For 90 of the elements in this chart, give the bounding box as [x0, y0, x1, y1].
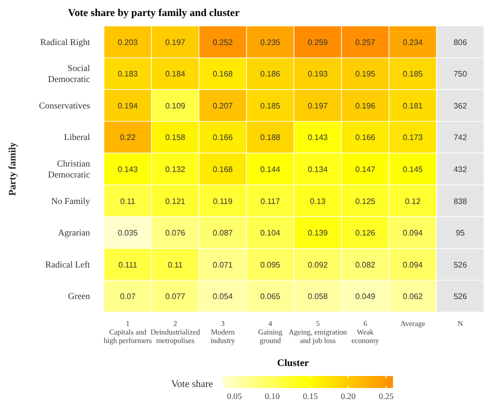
y-tick-label: Radical Right: [40, 36, 90, 47]
data-label: 0.125: [355, 196, 376, 206]
text: 838: [454, 196, 467, 206]
y-tick-label: Green: [68, 291, 90, 302]
data-label: 0.109: [165, 101, 186, 110]
data-label: 0.111: [118, 260, 138, 270]
data-label: 0.173: [402, 133, 424, 142]
data-label: 0.11: [168, 260, 184, 270]
data-label: 0.195: [355, 70, 376, 79]
data-label: 0.094: [402, 228, 424, 238]
data-label: 0.147: [355, 165, 376, 174]
data-label: 0.117: [260, 196, 281, 206]
y-tick-label: No Family: [51, 196, 90, 206]
text: 526: [454, 260, 467, 270]
text: 750: [454, 70, 467, 79]
text: 432: [454, 165, 467, 174]
y-tick-label: Liberal: [64, 132, 90, 142]
y-tick-label: Conservatives: [39, 100, 90, 110]
y-tick-label: Christian Democratic: [48, 158, 90, 180]
data-label: 0.207: [212, 101, 234, 110]
data-label: 0.087: [212, 228, 234, 238]
data-label: 0.183: [118, 70, 138, 79]
data-label: 0.076: [165, 228, 186, 238]
color-bar-label: 0.15: [302, 391, 318, 401]
color-bar-label: 0.05: [226, 391, 242, 401]
data-label: 0.158: [165, 133, 186, 142]
data-label: 0.139: [308, 228, 328, 238]
data-label: 0.12: [404, 196, 422, 206]
data-label: 0.092: [308, 260, 328, 270]
x-axis-title: Cluster: [276, 358, 310, 371]
data-label: 0.077: [165, 292, 186, 302]
data-label: 0.145: [402, 165, 424, 174]
data-label: 0.119: [213, 196, 234, 206]
data-label: 0.196: [355, 101, 376, 110]
data-label: 0.049: [355, 292, 376, 302]
y-tick-label: Social Democratic: [48, 63, 90, 84]
y-tick-label: Agrarian: [58, 228, 90, 238]
data-label: 0.095: [260, 260, 281, 270]
text: 806: [454, 38, 467, 47]
data-label: 0.062: [402, 292, 424, 302]
data-label: 0.143: [118, 165, 138, 174]
data-label: 0.11: [120, 196, 136, 206]
data-label: 0.193: [308, 70, 328, 79]
data-label: 0.185: [402, 70, 424, 79]
text: 526: [454, 292, 467, 302]
data-label: 0.134: [308, 165, 328, 174]
color-bar-title: Vote share: [171, 379, 214, 390]
data-label: 0.181: [402, 101, 424, 110]
data-label: 0.194: [118, 101, 138, 110]
data-label: 0.071: [212, 260, 234, 270]
y-axis-title: Party family: [8, 142, 19, 196]
color-bar-label: 0.20: [340, 391, 356, 401]
data-label: 0.185: [260, 101, 281, 110]
text: 95: [456, 228, 465, 238]
data-label: 0.13: [310, 196, 326, 206]
data-label: 0.082: [355, 260, 376, 270]
data-label: 0.234: [402, 38, 424, 47]
data-label: 0.094: [402, 260, 424, 270]
y-tick-label: Radical Left: [45, 259, 90, 270]
data-label: 0.22: [120, 133, 136, 142]
data-label: 0.104: [260, 228, 281, 238]
data-label: 0.168: [212, 70, 234, 79]
data-label: 0.188: [260, 133, 281, 142]
data-label: 0.144: [260, 165, 281, 174]
data-label: 0.132: [165, 165, 186, 174]
data-label: 0.065: [260, 292, 281, 302]
data-label: 0.197: [308, 101, 328, 110]
data-label: 0.058: [308, 292, 328, 302]
data-label: 0.143: [308, 133, 328, 142]
data-label: 0.07: [120, 292, 136, 302]
data-label: 0.035: [118, 228, 138, 238]
data-label: 0.186: [260, 70, 281, 79]
data-label: 0.166: [212, 133, 234, 142]
text: 362: [454, 101, 467, 110]
data-label: 0.203: [118, 38, 138, 47]
data-label: 0.235: [260, 38, 281, 47]
data-label: 0.126: [355, 228, 376, 238]
chart-title: Vote share by party family and cluster: [67, 8, 240, 21]
data-label: 0.197: [165, 38, 186, 47]
data-label: 0.252: [212, 38, 234, 47]
color-bar-label: 0.25: [378, 391, 394, 401]
color-bar-label: 0.10: [264, 391, 280, 401]
data-label: 0.257: [355, 38, 376, 47]
data-label: 0.259: [308, 38, 328, 47]
text: 742: [454, 133, 467, 142]
data-label: 0.054: [212, 292, 234, 302]
data-label: 0.184: [165, 70, 186, 79]
data-label: 0.121: [165, 196, 186, 206]
data-label: 0.166: [355, 133, 376, 142]
data-label: 0.168: [212, 165, 234, 174]
